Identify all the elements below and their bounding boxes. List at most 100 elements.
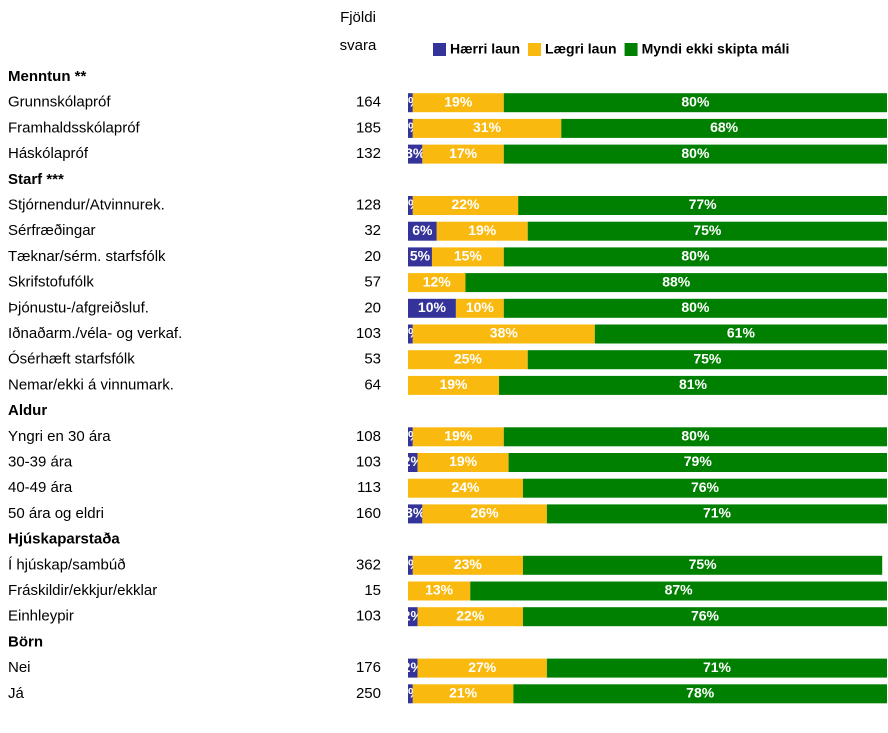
bar-segment	[417, 607, 523, 627]
value-label: 27%	[468, 659, 497, 675]
group-header: Börn	[8, 633, 43, 650]
bar-segment	[499, 375, 887, 395]
group-header: Starf ***	[8, 171, 64, 188]
legend-label: Hærri laun	[450, 41, 520, 57]
category-label: Sérfræðingar	[8, 222, 96, 239]
value-label: 24%	[451, 479, 480, 495]
count-label: 53	[364, 351, 381, 368]
value-label: 80%	[681, 248, 710, 264]
category-label: Fráskildir/ekkjur/ekklar	[8, 582, 157, 599]
count-label: 164	[356, 94, 381, 111]
count-label: 132	[356, 145, 381, 162]
bar-segment	[503, 427, 887, 447]
value-label: 22%	[456, 607, 485, 623]
bar-segment	[408, 298, 456, 318]
bar-segment	[503, 247, 887, 267]
count-label: 250	[356, 685, 381, 702]
bar-segment	[408, 350, 528, 370]
bar-segment	[503, 298, 887, 318]
value-label: 25%	[454, 350, 483, 366]
value-label: 71%	[703, 659, 732, 675]
value-label: 38%	[490, 325, 519, 341]
bar-segment	[513, 684, 887, 704]
count-label: 103	[356, 325, 381, 342]
bar-segment	[408, 93, 413, 113]
value-label: 88%	[662, 273, 691, 289]
value-label: 5%	[410, 248, 431, 264]
bar-segment	[408, 144, 423, 164]
category-label: Grunnskólapróf	[8, 94, 111, 111]
category-label: Nemar/ekki á vinnumark.	[8, 376, 174, 393]
value-label: 19%	[468, 222, 497, 238]
counts-title: Fjöldi	[340, 9, 376, 26]
bar-segment	[594, 324, 887, 344]
legend-swatch	[433, 43, 446, 56]
count-label: 160	[356, 505, 381, 522]
bar-segment	[455, 298, 504, 318]
value-label: 19%	[449, 453, 478, 469]
bar-segment	[408, 221, 437, 241]
value-label: 17%	[449, 145, 478, 161]
bar-segment	[546, 658, 887, 678]
category-label: Yngri en 30 ára	[8, 428, 111, 445]
value-label: 3%	[405, 505, 426, 521]
value-label: 80%	[681, 145, 710, 161]
bar-segment	[412, 684, 514, 704]
category-label: Einhleypir	[8, 608, 74, 625]
value-label: 75%	[689, 556, 718, 572]
count-label: 113	[357, 479, 381, 496]
value-label: 68%	[710, 119, 739, 135]
bar-segment	[422, 504, 547, 524]
value-label: 19%	[444, 428, 473, 444]
category-label: Skrifstofufólk	[8, 274, 94, 291]
bar-segment	[522, 607, 887, 627]
bar-segment	[408, 684, 413, 704]
count-label: 32	[364, 222, 381, 239]
bar-segment	[422, 144, 504, 164]
bar-segment	[408, 581, 471, 601]
bar-segment	[408, 555, 413, 575]
value-label: 13%	[425, 582, 454, 598]
count-label: 362	[356, 556, 381, 573]
bar-segment	[436, 221, 528, 241]
bar-segment	[412, 118, 562, 138]
bar-segment	[508, 453, 887, 472]
bar-segment	[412, 555, 523, 575]
bar-segment	[431, 247, 504, 267]
category-label: Í hjúskap/sambúð	[8, 556, 126, 573]
bar-segment	[527, 350, 887, 370]
value-label: 26%	[471, 505, 500, 521]
bar-segment	[412, 196, 519, 215]
value-label: 10%	[418, 299, 447, 315]
bar-segment	[527, 221, 887, 241]
group-header: Menntun **	[8, 68, 86, 85]
count-label: 108	[356, 428, 381, 445]
count-label: 20	[364, 248, 381, 265]
bar-segment	[417, 453, 509, 472]
value-label: 75%	[693, 222, 722, 238]
bar-segment	[412, 427, 504, 447]
value-label: 3%	[405, 145, 426, 161]
category-label: Ósérhæft starfsfólk	[8, 351, 135, 368]
bar-segment	[408, 658, 418, 678]
bar-segment	[412, 324, 595, 344]
value-label: 79%	[684, 453, 713, 469]
bar-segment	[408, 324, 413, 344]
category-label: Framhaldsskólapróf	[8, 119, 141, 136]
bar-segment	[408, 118, 413, 138]
value-label: 15%	[454, 248, 483, 264]
bar-segment	[408, 196, 413, 215]
count-label: 103	[356, 453, 381, 470]
bar-segment	[408, 375, 500, 395]
count-label: 64	[364, 376, 381, 393]
value-label: 71%	[703, 505, 732, 521]
category-label: Nei	[8, 659, 31, 676]
bar-segment	[561, 118, 887, 138]
value-label: 80%	[681, 93, 710, 109]
category-label: Iðnaðarm./véla- og verkaf.	[8, 325, 182, 342]
value-label: 31%	[473, 119, 502, 135]
value-label: 61%	[727, 325, 756, 341]
bar-segment	[408, 607, 418, 627]
count-label: 176	[356, 659, 381, 676]
value-label: 76%	[691, 607, 720, 623]
